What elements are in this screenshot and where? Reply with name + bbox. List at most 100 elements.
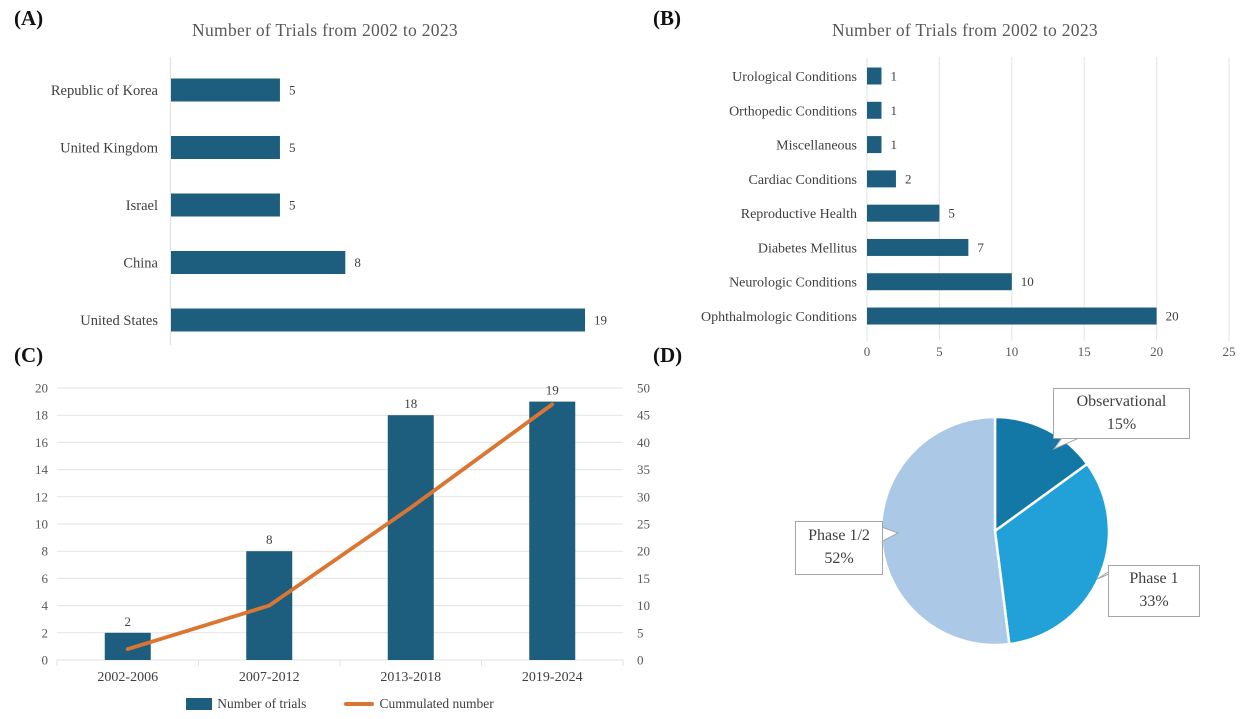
bar [867, 273, 1012, 291]
right-tick-label: 15 [637, 571, 650, 586]
pie-slice [993, 415, 1089, 533]
callout-observational-value: 15% [1106, 415, 1137, 433]
panel-d: (D) Observational 15% Phase 1/2 52% Phas… [640, 343, 1243, 719]
bar [171, 78, 280, 102]
bar [867, 307, 1157, 325]
bar-series-swatch [186, 698, 213, 710]
pie-slice [879, 415, 1011, 647]
x-tick-label: 0 [864, 344, 871, 359]
chart-a-svg: Republic of Korea 5 United Kingdom 5 Israel 5… [51, 57, 607, 345]
value-label: 8 [354, 255, 361, 270]
category-label: Miscellaneous [776, 139, 857, 154]
bar [171, 251, 346, 274]
value-label: 5 [289, 198, 296, 213]
value-label: 18 [404, 396, 417, 411]
category-label: 2007-2012 [239, 670, 300, 685]
panel-c-letter: (C) [14, 343, 44, 367]
value-label: 5 [289, 83, 296, 98]
value-label: 1 [890, 137, 897, 152]
callout-phase-1-2-value: 52% [824, 550, 854, 567]
chart-c-legend: Number of trials Cummulated number [120, 696, 560, 712]
value-label: 19 [546, 383, 559, 398]
left-tick-label: 0 [42, 653, 49, 668]
panel-d-letter: (D) [653, 343, 683, 367]
x-tick-label: 10 [1005, 344, 1018, 359]
callout-phase-1-2-label: Phase 1/2 [808, 527, 870, 545]
value-label: 10 [1021, 274, 1034, 289]
bar [529, 401, 576, 660]
left-tick-label: 18 [35, 408, 48, 423]
legend-label-line: Cummulated number [379, 696, 494, 711]
left-tick-label: 10 [35, 517, 48, 532]
category-label: United Kingdom [60, 141, 159, 157]
panel-a: (A) Number of Trials from 2002 to 2023 R… [0, 0, 620, 345]
value-label: 19 [594, 313, 607, 328]
chart-a-title: Number of Trials from 2002 to 2023 [192, 20, 458, 40]
legend-item-number-of-trials: Number of trials [186, 696, 306, 712]
panel-a-letter: (A) [14, 6, 44, 30]
value-label: 5 [948, 206, 955, 221]
callout-phase-1-label: Phase 1 [1129, 570, 1179, 588]
x-tick-label: 20 [1150, 344, 1163, 359]
category-label: 2013-2018 [380, 670, 441, 685]
category-label: Reproductive Health [741, 207, 857, 222]
bar [867, 136, 882, 154]
category-label: Urological Conditions [732, 70, 857, 85]
callout-observational: Observational 15% [1053, 388, 1190, 439]
category-label: 2019-2024 [522, 670, 583, 685]
right-tick-label: 20 [637, 544, 650, 559]
value-label: 8 [266, 532, 273, 547]
callout-phase-1: Phase 1 33% [1108, 565, 1200, 617]
value-label: 2 [905, 171, 912, 186]
value-label: 7 [977, 240, 984, 255]
value-label: 5 [289, 140, 296, 155]
right-tick-label: 45 [637, 408, 650, 423]
bar [867, 238, 969, 256]
category-label: Republic of Korea [51, 83, 159, 99]
category-label: 2002-2006 [97, 670, 158, 685]
cumulative-line [125, 402, 555, 652]
bar [171, 193, 280, 217]
bar [867, 67, 882, 85]
callout-observational-label: Observational [1076, 392, 1167, 410]
right-tick-label: 35 [637, 462, 650, 477]
value-label: 1 [890, 69, 897, 84]
right-tick-label: 10 [637, 598, 650, 613]
line-series-swatch [344, 702, 375, 706]
x-tick-label: 15 [1078, 344, 1091, 359]
panel-c: (C) 0 2 4 6 8 10 12 14 16 18 20 0 5 10 15 20 25 30 35 40 45 5… [0, 343, 660, 719]
right-tick-label: 5 [637, 625, 644, 640]
category-label: Neurologic Conditions [729, 276, 857, 291]
bar [171, 308, 585, 332]
left-tick-label: 8 [42, 544, 49, 559]
left-tick-label: 4 [42, 598, 49, 613]
bar [867, 101, 882, 119]
x-tick-label: 5 [936, 344, 943, 359]
bar [867, 204, 940, 222]
bar [867, 170, 896, 188]
right-tick-label: 0 [637, 653, 644, 668]
legend-item-cummulated-number: Cummulated number [344, 696, 494, 712]
category-label: United States [80, 313, 158, 329]
value-label: 2 [125, 614, 132, 629]
left-tick-label: 2 [42, 625, 49, 640]
bar [171, 136, 280, 159]
pie-slice [993, 462, 1111, 646]
category-label: Cardiac Conditions [749, 173, 858, 188]
value-label: 1 [890, 103, 897, 118]
chart-c-svg: 0 2 4 6 8 10 12 14 16 18 20 0 5 10 15 20 25 30 35 40 45 50 2 20… [35, 381, 650, 686]
left-tick-label: 16 [35, 435, 49, 450]
category-label: Diabetes Mellitus [758, 241, 857, 256]
bar [104, 632, 151, 660]
right-tick-label: 30 [637, 489, 650, 504]
right-tick-label: 50 [637, 381, 650, 396]
right-tick-label: 25 [637, 517, 650, 532]
category-label: China [123, 256, 158, 272]
bar [387, 415, 434, 660]
category-label: Ophthalmologic Conditions [701, 310, 857, 325]
x-tick-label: 25 [1223, 344, 1236, 359]
left-tick-label: 12 [35, 489, 48, 504]
chart-b-title: Number of Trials from 2002 to 2023 [832, 20, 1098, 40]
